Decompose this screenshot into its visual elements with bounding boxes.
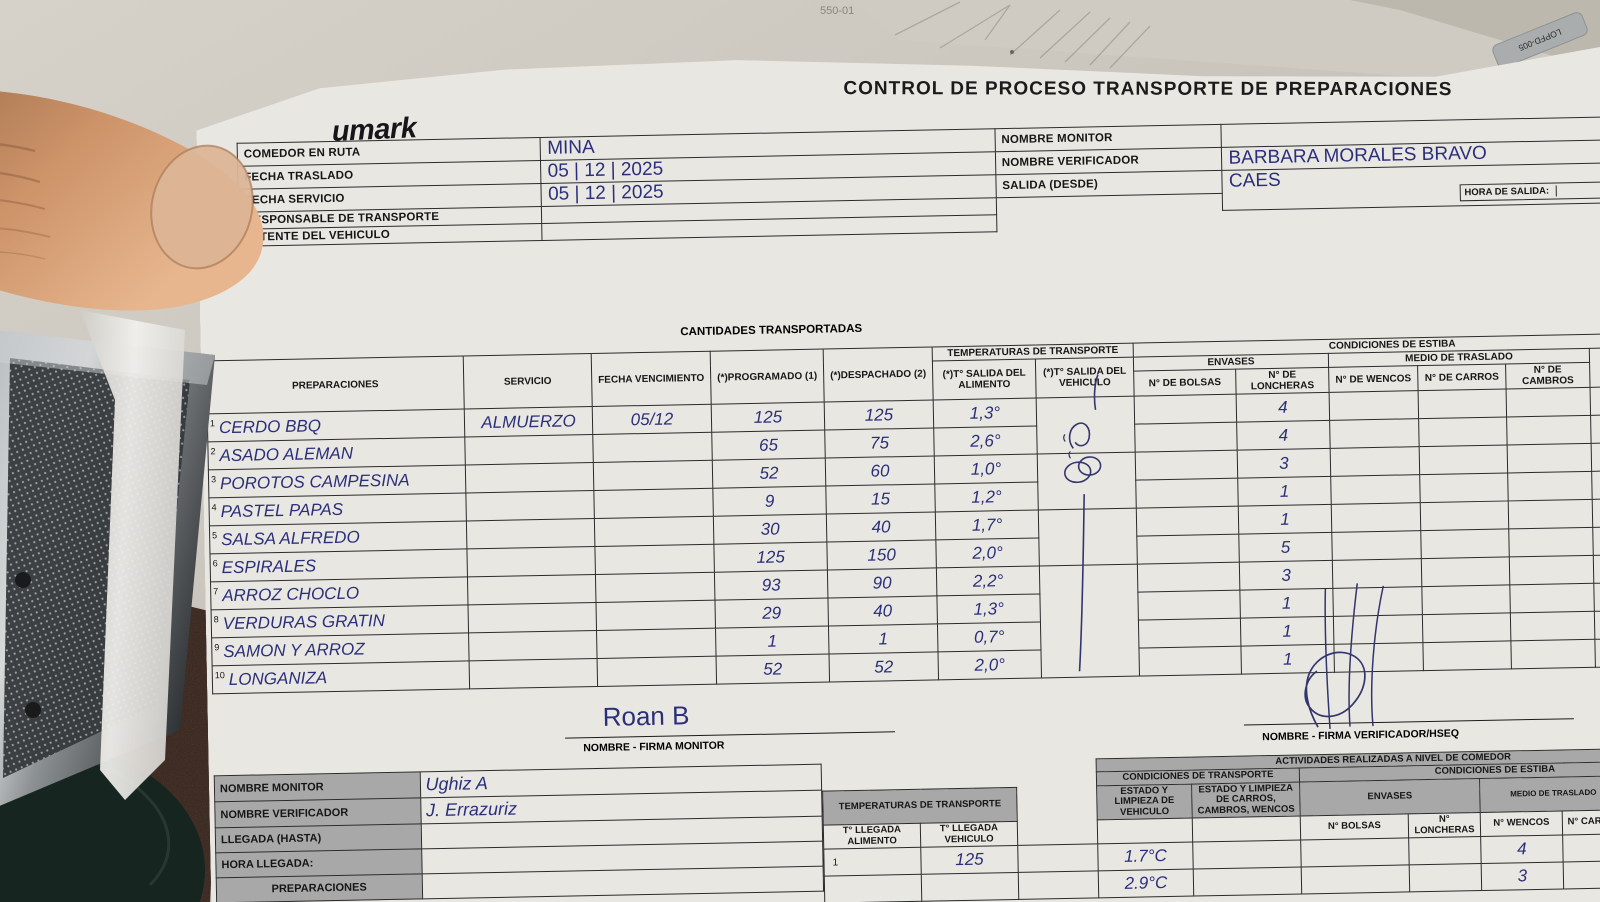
svg-text:550-01: 550-01 bbox=[820, 5, 854, 17]
